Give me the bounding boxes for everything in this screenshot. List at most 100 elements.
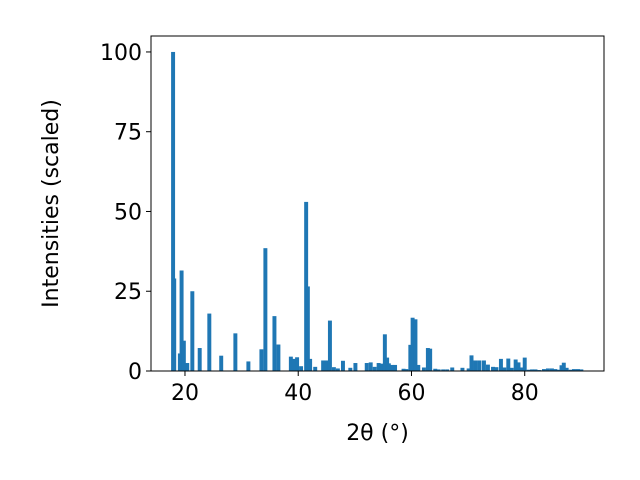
bar: [335, 368, 340, 371]
bar: [466, 368, 471, 371]
bar: [404, 369, 409, 371]
bar: [564, 367, 569, 371]
y-tick-label: 50: [114, 200, 142, 225]
bar: [428, 348, 433, 371]
bar: [408, 344, 413, 371]
x-tick-label: 40: [284, 381, 312, 406]
x-tick-label: 60: [397, 381, 425, 406]
bar: [416, 364, 421, 371]
bar: [348, 367, 353, 371]
bar: [561, 362, 566, 371]
bar: [545, 368, 550, 371]
bar: [401, 368, 406, 371]
bar: [313, 366, 318, 371]
bar: [568, 369, 573, 371]
bar: [498, 358, 503, 371]
bar: [308, 358, 313, 371]
bar: [436, 369, 441, 371]
bar: [425, 348, 430, 371]
bar: [372, 366, 377, 371]
bar: [368, 362, 373, 371]
bar: [549, 368, 554, 371]
bar: [276, 344, 281, 371]
bar: [530, 369, 535, 371]
x-axis-ticks: 20 40 60 80: [171, 371, 539, 406]
bar: [513, 359, 518, 371]
x-tick-label: 20: [171, 381, 199, 406]
bar: [171, 51, 176, 371]
bar: [389, 364, 394, 371]
bar: [410, 317, 415, 371]
bar: [259, 349, 264, 371]
bar: [485, 364, 490, 371]
bar: [299, 366, 304, 371]
bar: [340, 360, 345, 371]
bar: [246, 361, 251, 371]
bar: [553, 369, 558, 371]
bar: [376, 363, 381, 371]
bar: [353, 363, 358, 371]
bar: [197, 348, 202, 371]
bar: [572, 369, 576, 371]
bar: [413, 319, 418, 371]
bar: [386, 363, 391, 371]
bar: [473, 360, 478, 371]
bar: [542, 369, 546, 371]
bar: [441, 369, 446, 371]
bar: [506, 358, 511, 371]
bar: [190, 291, 195, 371]
bar: [516, 362, 521, 371]
x-axis-label: 2θ (°): [346, 421, 409, 446]
bar: [219, 355, 224, 371]
y-tick-label: 0: [128, 360, 142, 385]
bar: [575, 369, 580, 371]
bar: [305, 286, 310, 371]
bar: [433, 368, 438, 371]
bar: [324, 360, 329, 371]
bar: [481, 360, 486, 371]
y-tick-label: 25: [114, 280, 142, 305]
bar: [331, 367, 336, 371]
bar: [502, 367, 507, 371]
y-axis-label: Intensities (scaled): [39, 99, 64, 308]
bar: [291, 358, 296, 371]
bar: [460, 367, 465, 371]
bar: [533, 369, 538, 371]
bar: [491, 366, 495, 371]
bar: [263, 248, 268, 371]
bar: [556, 369, 561, 371]
y-tick-label: 75: [114, 121, 142, 146]
bar: [526, 369, 531, 371]
bar: [579, 369, 584, 371]
bar: [207, 313, 212, 371]
bar: [327, 320, 332, 371]
bar-series: [171, 51, 584, 371]
x-tick-label: 80: [511, 381, 539, 406]
bar: [519, 367, 524, 371]
bar: [379, 363, 384, 371]
bar: [477, 360, 482, 371]
bar: [522, 357, 527, 371]
bar: [233, 333, 238, 371]
bar: [494, 367, 499, 371]
bar: [272, 316, 277, 371]
bar: [450, 367, 455, 371]
bar: [445, 369, 450, 371]
y-axis-ticks: 0 25 50 75 100: [100, 41, 151, 385]
bar: [295, 357, 300, 371]
bar: [185, 363, 190, 371]
bar: [559, 365, 564, 371]
bar: [179, 270, 184, 371]
bar: [509, 367, 514, 371]
bar: [421, 367, 426, 371]
bar: [364, 363, 369, 371]
bar: [321, 360, 326, 371]
bar: [288, 356, 293, 371]
bar: [393, 364, 398, 371]
bar: [172, 278, 177, 371]
bar: [382, 334, 387, 371]
y-tick-label: 100: [100, 41, 142, 66]
bar: [181, 340, 186, 371]
plot-frame: [150, 35, 605, 372]
